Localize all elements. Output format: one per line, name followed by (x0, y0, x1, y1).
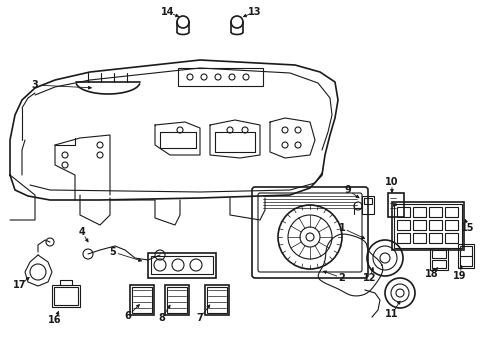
Bar (130, 285, 154, 315)
Bar (428, 207, 441, 217)
Text: 16: 16 (48, 315, 61, 325)
Bar (457, 244, 473, 268)
Text: 15: 15 (460, 223, 474, 233)
Bar (428, 233, 441, 243)
Text: 9: 9 (344, 185, 351, 195)
Bar (204, 285, 228, 315)
Bar (393, 204, 461, 248)
Text: 2: 2 (338, 273, 345, 283)
Bar (148, 253, 216, 278)
Bar (412, 207, 425, 217)
Text: 8: 8 (158, 313, 165, 323)
Bar (387, 193, 403, 217)
Bar (391, 202, 463, 250)
Bar (444, 220, 457, 230)
Text: 3: 3 (32, 80, 38, 90)
Bar (431, 250, 445, 258)
Bar (429, 248, 447, 270)
Bar (132, 287, 152, 313)
Text: 7: 7 (196, 313, 203, 323)
Bar (54, 287, 78, 305)
Bar (431, 260, 445, 268)
Text: 5: 5 (109, 247, 116, 257)
Text: 18: 18 (425, 269, 438, 279)
Bar (396, 220, 409, 230)
Text: 11: 11 (385, 309, 398, 319)
Text: 4: 4 (79, 227, 85, 237)
Text: 14: 14 (161, 7, 174, 17)
Bar (151, 256, 213, 274)
Bar (412, 220, 425, 230)
Bar (164, 285, 189, 315)
Bar (52, 285, 80, 307)
Bar (459, 246, 471, 266)
Bar (444, 233, 457, 243)
Text: 6: 6 (124, 311, 131, 321)
Bar (428, 220, 441, 230)
Bar (178, 68, 263, 86)
Text: 10: 10 (385, 177, 398, 187)
Text: 19: 19 (452, 271, 466, 281)
Text: 1: 1 (338, 223, 345, 233)
Bar (361, 196, 373, 214)
Bar (396, 233, 409, 243)
Text: 12: 12 (363, 273, 376, 283)
Bar (363, 198, 371, 204)
Bar (167, 287, 186, 313)
Bar (412, 233, 425, 243)
Text: 13: 13 (248, 7, 261, 17)
Bar (396, 207, 409, 217)
Text: 17: 17 (13, 280, 27, 290)
Bar (206, 287, 226, 313)
Bar (444, 207, 457, 217)
